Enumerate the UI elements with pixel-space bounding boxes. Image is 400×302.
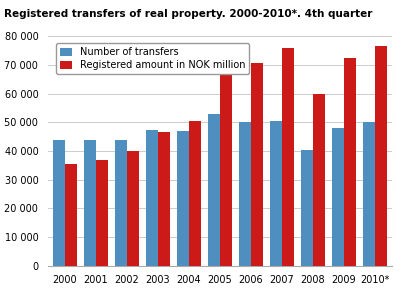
Bar — [96, 160, 108, 266]
Bar — [313, 94, 325, 266]
Bar — [362, 122, 375, 266]
Bar — [177, 131, 189, 266]
Bar — [84, 140, 96, 266]
Bar — [115, 140, 127, 266]
Bar — [65, 164, 78, 266]
Bar — [270, 121, 282, 266]
Bar — [375, 46, 387, 266]
Bar — [300, 150, 313, 266]
Legend: Number of transfers, Registered amount in NOK million: Number of transfers, Registered amount i… — [56, 43, 249, 74]
Bar — [332, 128, 344, 266]
Bar — [158, 132, 170, 266]
Bar — [220, 69, 232, 266]
Bar — [146, 130, 158, 266]
Bar — [127, 151, 140, 266]
Bar — [238, 122, 251, 266]
Bar — [189, 121, 202, 266]
Text: Registered transfers of real property. 2000-2010*. 4th quarter: Registered transfers of real property. 2… — [4, 9, 372, 19]
Bar — [344, 58, 356, 266]
Bar — [208, 114, 220, 266]
Bar — [282, 48, 294, 266]
Bar — [251, 63, 263, 266]
Bar — [53, 140, 65, 266]
